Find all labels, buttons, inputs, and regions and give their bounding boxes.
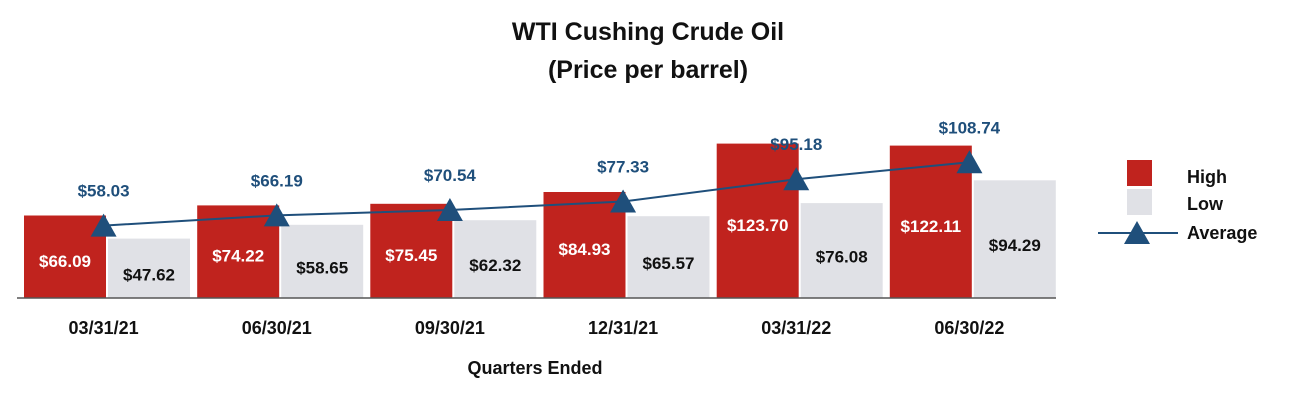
average-label: $66.19	[251, 171, 303, 190]
x-axis-label: Quarters Ended	[467, 358, 602, 378]
bar-high	[716, 143, 799, 298]
x-tick-label: 03/31/21	[69, 318, 139, 338]
average-line	[103, 161, 970, 227]
bar-low	[108, 238, 190, 298]
average-marker	[436, 197, 463, 221]
legend: High Low Average	[1098, 160, 1257, 244]
bar-high-label: $74.22	[212, 247, 264, 266]
average-label: $70.54	[424, 166, 477, 185]
bar-low	[454, 220, 537, 298]
bar-high	[197, 205, 280, 298]
bar-low	[800, 203, 883, 298]
average-marker	[956, 150, 983, 174]
bar-low-label: $65.57	[643, 254, 695, 273]
x-tick-label: 03/31/22	[761, 318, 831, 338]
bar-low	[973, 180, 1056, 298]
chart-title: WTI Cushing Crude Oil	[512, 18, 784, 46]
average-marker	[90, 213, 117, 237]
bar-low-label: $58.65	[296, 258, 348, 277]
x-tick-label: 12/31/21	[588, 318, 658, 338]
average-marker	[263, 203, 290, 227]
bar-high-label: $84.93	[559, 240, 611, 259]
legend-swatch-low	[1127, 189, 1152, 215]
legend-label-average: Average	[1187, 223, 1257, 243]
x-tick-label: 09/30/21	[415, 318, 485, 338]
bar-low-label: $47.62	[123, 265, 175, 284]
average-label: $95.18	[770, 135, 822, 154]
legend-label-high: High	[1187, 167, 1227, 187]
plot-area: $66.09 $47.62 03/31/21 $74.22 $58.65 06/30/21…	[17, 118, 1056, 338]
legend-label-low: Low	[1187, 194, 1224, 214]
x-tick-label: 06/30/22	[934, 318, 1004, 338]
bar-high-label: $66.09	[39, 252, 91, 271]
legend-marker-average	[1124, 221, 1150, 244]
bar-high-label: $123.70	[727, 216, 788, 235]
bar-low-label: $62.32	[469, 256, 521, 275]
average-label: $108.74	[939, 118, 1001, 137]
legend-swatch-high	[1127, 160, 1152, 186]
bar-low	[627, 216, 710, 298]
average-marker	[783, 167, 810, 191]
bar-high-label: $75.45	[385, 246, 437, 265]
average-marker	[610, 189, 637, 213]
bar-low-label: $94.29	[989, 236, 1041, 255]
bar-low-label: $76.08	[816, 248, 868, 267]
bar-high-label: $122.11	[901, 217, 962, 236]
average-label: $58.03	[78, 182, 130, 201]
bar-low	[281, 224, 364, 298]
chart-subtitle: (Price per barrel)	[548, 56, 748, 84]
average-label: $77.33	[597, 158, 649, 177]
x-tick-label: 06/30/21	[242, 318, 312, 338]
bar-high	[24, 215, 106, 298]
